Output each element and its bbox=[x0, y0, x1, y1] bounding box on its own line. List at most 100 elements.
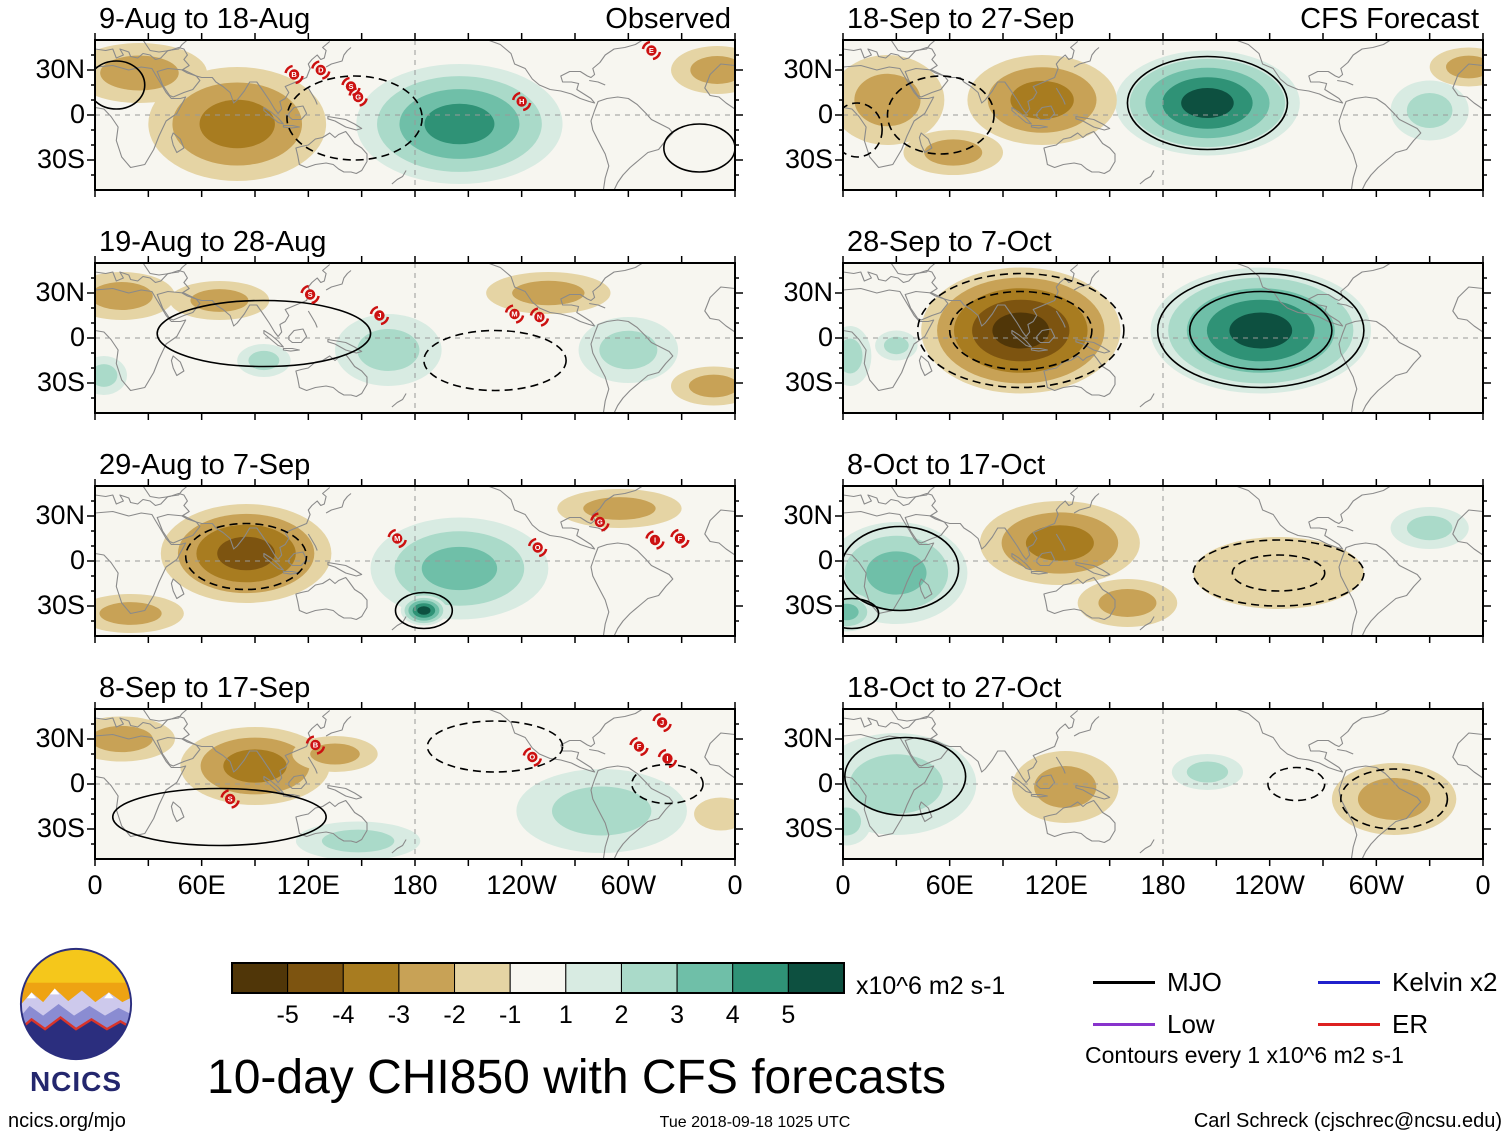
mjo-contour-solid bbox=[1188, 290, 1333, 371]
lat-tick-label: 0 bbox=[69, 322, 85, 352]
coastline bbox=[1043, 799, 1116, 844]
coastline bbox=[589, 748, 606, 755]
mjo-contour-solid bbox=[663, 123, 735, 173]
coastline bbox=[1337, 525, 1354, 532]
coastline bbox=[1452, 732, 1483, 779]
storm-marker: J bbox=[652, 712, 672, 733]
coastline bbox=[288, 328, 308, 344]
coastline bbox=[1030, 124, 1048, 129]
coastline bbox=[704, 63, 735, 110]
panel-title-7: 8-Sep to 17-Sep bbox=[99, 672, 311, 704]
coastline bbox=[263, 552, 284, 571]
svg-text:G: G bbox=[355, 93, 361, 102]
map-panel-5: M O G I F bbox=[87, 479, 743, 643]
colorbar-tick-label: 5 bbox=[781, 1001, 796, 1029]
coastline bbox=[487, 263, 644, 327]
lon-tick-label: 0 bbox=[835, 870, 851, 900]
lon-tick-label: 120W bbox=[486, 870, 557, 900]
colorbar-tick-label: 1 bbox=[558, 1001, 573, 1029]
coastline bbox=[391, 839, 407, 854]
coastline bbox=[487, 486, 644, 550]
negative-anomaly-fill bbox=[694, 797, 735, 831]
panel-title-8: 18-Oct to 27-Oct bbox=[847, 672, 1062, 704]
lon-tick-label: 120E bbox=[1024, 870, 1088, 900]
positive-anomaly-fill bbox=[95, 364, 118, 387]
coastline bbox=[1055, 87, 1066, 105]
coastline bbox=[704, 509, 735, 556]
legend-label-kelvin: Kelvin x2 bbox=[1392, 967, 1498, 997]
legend-line-er bbox=[1318, 1023, 1380, 1026]
coastline bbox=[307, 533, 318, 551]
coastline bbox=[1011, 329, 1032, 348]
footer-timestamp: Tue 2018-09-18 1025 UTC bbox=[659, 1114, 851, 1131]
colorbar-segment bbox=[398, 962, 456, 994]
panel-title-3: 19-Aug to 28-Aug bbox=[99, 226, 327, 258]
storm-marker: H bbox=[511, 91, 532, 112]
coastline bbox=[282, 124, 300, 129]
colorbar-segment bbox=[231, 962, 289, 994]
lat-tick-label: 30N bbox=[783, 54, 833, 84]
coastline bbox=[156, 736, 201, 767]
mjo-contour-dashed bbox=[1267, 766, 1326, 802]
mjo-contour-solid bbox=[844, 736, 967, 817]
colorbar-segment bbox=[732, 962, 789, 994]
legend-item-er: ER bbox=[1318, 1009, 1428, 1040]
negative-anomaly-fill bbox=[992, 312, 1050, 349]
mjo-contour-solid bbox=[95, 60, 146, 110]
negative-anomaly-fill bbox=[1357, 778, 1431, 820]
mjo-contour-solid bbox=[1156, 272, 1365, 389]
negative-anomaly-fill bbox=[199, 99, 275, 149]
footer-url: ncics.org/mjo bbox=[8, 1110, 126, 1132]
lat-tick-label: 0 bbox=[817, 322, 833, 352]
negative-anomaly-fill bbox=[690, 56, 735, 84]
lon-tick-label: 0 bbox=[87, 870, 103, 900]
coastline bbox=[288, 774, 308, 790]
coastline bbox=[1073, 47, 1100, 68]
positive-anomaly-fill bbox=[1186, 761, 1229, 783]
legend-item-kelvin: Kelvin x2 bbox=[1318, 967, 1498, 998]
coastline bbox=[263, 775, 284, 794]
svg-text:M: M bbox=[511, 310, 517, 319]
panel-title-4: 28-Sep to 7-Oct bbox=[847, 226, 1052, 258]
coastline bbox=[95, 510, 187, 615]
coastline bbox=[890, 40, 1079, 115]
coastline bbox=[1452, 63, 1483, 110]
negative-anomaly-fill bbox=[1193, 537, 1364, 609]
coastline bbox=[1055, 310, 1066, 328]
mjo-contour-solid bbox=[1126, 55, 1289, 151]
svg-text:G: G bbox=[597, 518, 603, 527]
panel-corner-label-2: CFS Forecast bbox=[1300, 3, 1479, 35]
coastline bbox=[890, 486, 1079, 561]
lat-tick-label: 30N bbox=[35, 500, 85, 530]
lat-tick-label: 30N bbox=[783, 500, 833, 530]
logo-artwork bbox=[20, 948, 132, 1060]
coastline bbox=[1030, 793, 1048, 798]
coastline bbox=[295, 353, 368, 398]
negative-anomaly-fill bbox=[1445, 55, 1483, 79]
colorbar-segment bbox=[787, 962, 845, 994]
ncics-logo-text: NCICS bbox=[29, 1066, 123, 1097]
coastline bbox=[918, 132, 933, 154]
map-panel-3: S J M N bbox=[87, 256, 743, 420]
lon-tick-label: 60E bbox=[177, 870, 226, 900]
coastline bbox=[288, 551, 308, 567]
coastline bbox=[327, 338, 363, 354]
coastline bbox=[1073, 493, 1100, 514]
storm-marker: E bbox=[641, 40, 662, 61]
coastline bbox=[589, 79, 606, 86]
coastline bbox=[307, 310, 318, 328]
svg-text:F: F bbox=[637, 742, 642, 751]
lon-tick-label: 60W bbox=[1348, 870, 1405, 900]
coastline bbox=[142, 486, 331, 561]
lat-tick-label: 30S bbox=[36, 590, 85, 620]
negative-anomaly-fill bbox=[688, 374, 735, 398]
coastline bbox=[487, 709, 644, 773]
lat-tick-label: 30S bbox=[36, 144, 85, 174]
coastline bbox=[1338, 765, 1422, 859]
coastline bbox=[1011, 775, 1032, 794]
coastline bbox=[282, 347, 300, 352]
svg-text:I: I bbox=[654, 536, 656, 545]
coastline bbox=[295, 130, 368, 175]
panel-title-1: 9-Aug to 18-Aug bbox=[99, 3, 311, 35]
lat-tick-label: 0 bbox=[817, 545, 833, 575]
